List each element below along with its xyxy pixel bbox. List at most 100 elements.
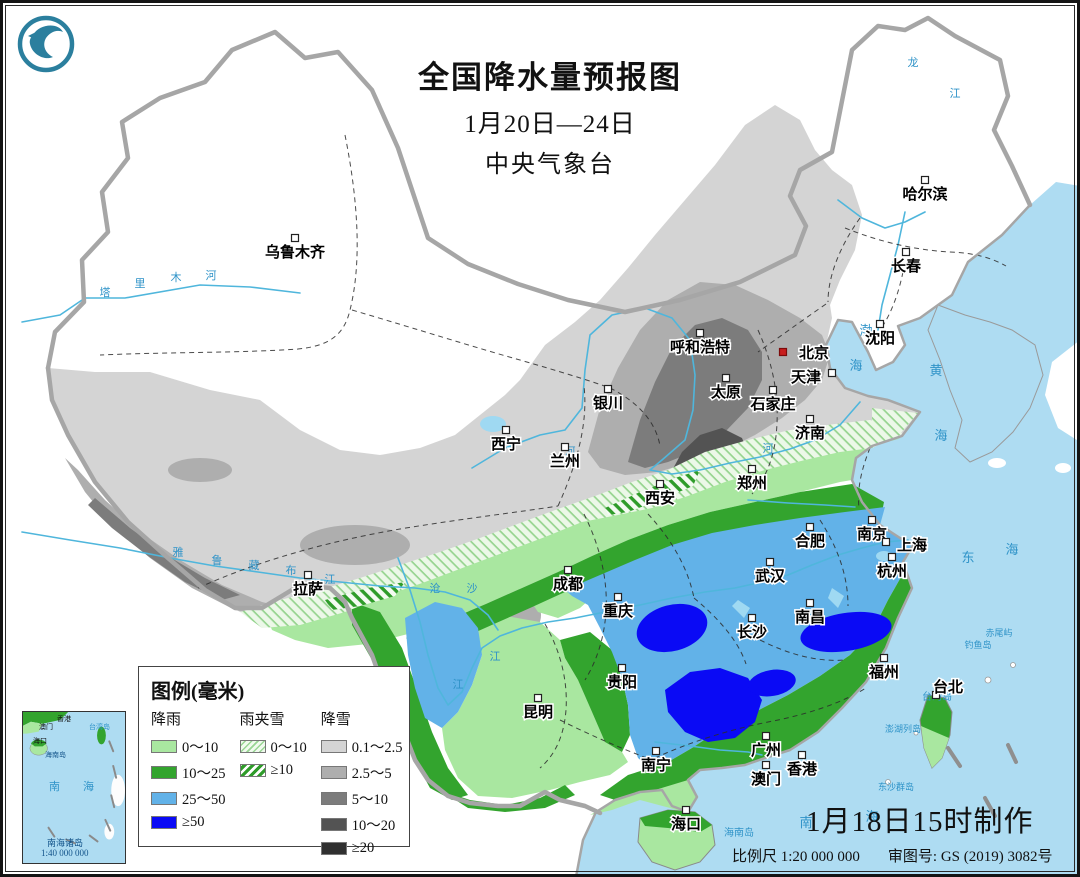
city-label: 南宁	[641, 756, 671, 774]
city-label: 银川	[593, 394, 623, 412]
legend-swatch-snow5	[320, 842, 347, 855]
city-marker	[501, 425, 511, 435]
city-澳门: 澳门	[749, 760, 783, 790]
river-label: 河	[565, 445, 576, 458]
city-乌鲁木齐: 乌鲁木齐	[263, 233, 327, 263]
city-marker	[881, 537, 891, 547]
legend-item: 25～50	[151, 788, 226, 809]
city-呼和浩特: 呼和浩特	[668, 328, 732, 358]
city-广州: 广州	[749, 731, 783, 761]
city-marker	[765, 557, 775, 567]
river-label: 雅	[173, 545, 184, 559]
city-marker	[768, 385, 778, 395]
city-沈阳: 沈阳	[863, 319, 897, 349]
river-label: 河	[763, 442, 774, 455]
city-marker	[303, 570, 313, 580]
approval-number: 审图号: GS (2019) 3082号	[887, 849, 1053, 865]
city-label: 贵阳	[607, 673, 637, 691]
sea-label: 东	[961, 550, 974, 565]
legend-item: 5～10	[320, 788, 403, 809]
inset-taiwan-label: 台湾岛	[89, 723, 110, 731]
sea-label: 海	[849, 358, 862, 373]
legend-group-title: 雨夹雪	[239, 712, 285, 728]
river-label: 龙	[908, 56, 919, 69]
river-label: 沧	[430, 581, 441, 595]
inset-haikou-label: 海口	[33, 737, 47, 745]
inset-hongkong-label: 香港	[57, 715, 71, 723]
national-border-north	[45, 15, 1033, 371]
legend-item-label: 10～25	[182, 766, 226, 782]
city-marker	[761, 760, 771, 770]
rain-heavy-nw-yunnan	[405, 602, 482, 728]
city-label: 呼和浩特	[670, 338, 730, 356]
sea-label: 南	[799, 815, 812, 830]
city-marker	[695, 328, 705, 338]
city-银川: 银川	[591, 384, 625, 414]
city-marker	[805, 598, 815, 608]
city-marker	[875, 319, 885, 329]
legend-swatch-rain1	[151, 740, 177, 753]
legend-swatch-rain4	[151, 816, 177, 829]
city-label: 杭州	[877, 562, 907, 580]
city-label: 拉萨	[293, 580, 323, 598]
legend-groups: 降雨 0～10 10～25 25～50 ≥50 雨夹雪 0～10 ≥10 降雪 0.1～2.5 2.…	[151, 708, 403, 857]
sea-area	[576, 182, 1080, 877]
city-label: 武汉	[755, 567, 786, 585]
rain-mid-yunnan-west	[352, 602, 468, 800]
city-label: 济南	[795, 424, 825, 442]
cma-logo	[16, 14, 76, 74]
dongting-lake	[732, 600, 750, 618]
river-label: 江	[453, 678, 464, 691]
inset-sea-label: 南 海	[49, 781, 100, 793]
snow-area-light	[48, 105, 920, 618]
legend-swatch-sleet2	[239, 764, 266, 777]
city-label: 西宁	[491, 435, 521, 453]
city-石家庄: 石家庄	[748, 385, 797, 415]
map-scale: 比例尺 1:20 000 000	[732, 849, 860, 865]
city-marker	[290, 233, 300, 243]
city-label: 南昌	[795, 608, 825, 626]
city-label: 上海	[897, 536, 927, 554]
river-label: 鲁	[212, 553, 223, 567]
city-南昌: 南昌	[793, 598, 827, 628]
city-label: 合肥	[794, 532, 825, 550]
city-marker	[761, 731, 771, 741]
river-label: 河	[206, 269, 217, 282]
legend-swatch-rain3	[151, 792, 177, 805]
legend-item-label: 10～20	[351, 818, 396, 834]
city-label: 重庆	[603, 602, 633, 620]
city-label: 郑州	[737, 474, 767, 492]
city-北京: 北京	[778, 343, 831, 364]
poyang-lake	[828, 588, 844, 608]
legend-item-label: ≥50	[182, 814, 205, 830]
city-兰州: 兰州	[548, 442, 582, 472]
city-marker	[920, 175, 930, 185]
city-哈尔滨: 哈尔滨	[901, 175, 949, 205]
sea-label: 黄	[929, 363, 942, 378]
city-贵阳: 贵阳	[605, 663, 639, 693]
small-islands	[885, 662, 1016, 785]
city-长春: 长春	[889, 247, 923, 277]
city-海口: 海口	[669, 805, 703, 835]
sea-label: 渤	[859, 323, 872, 338]
legend-swatch-snow1	[320, 740, 347, 753]
city-武汉: 武汉	[753, 557, 787, 587]
rain-light-band	[268, 437, 902, 648]
city-香港: 香港	[785, 750, 819, 780]
rain-extreme-3	[800, 611, 892, 653]
sea-label: 海	[934, 428, 947, 443]
legend-group-降雨: 降雨 0～10 10～25 25～50 ≥50	[151, 708, 226, 831]
coastline	[574, 204, 1031, 877]
legend-item-label: 0～10	[182, 740, 219, 756]
city-marker	[827, 368, 837, 378]
river-label: 江	[325, 573, 336, 586]
city-marker	[879, 653, 889, 663]
sea-label: 赤尾屿	[985, 628, 1012, 638]
city-label: 哈尔滨	[902, 185, 947, 203]
city-南京: 南京	[855, 515, 889, 545]
rain-extreme-4	[748, 669, 796, 697]
city-label: 乌鲁木齐	[265, 243, 326, 261]
